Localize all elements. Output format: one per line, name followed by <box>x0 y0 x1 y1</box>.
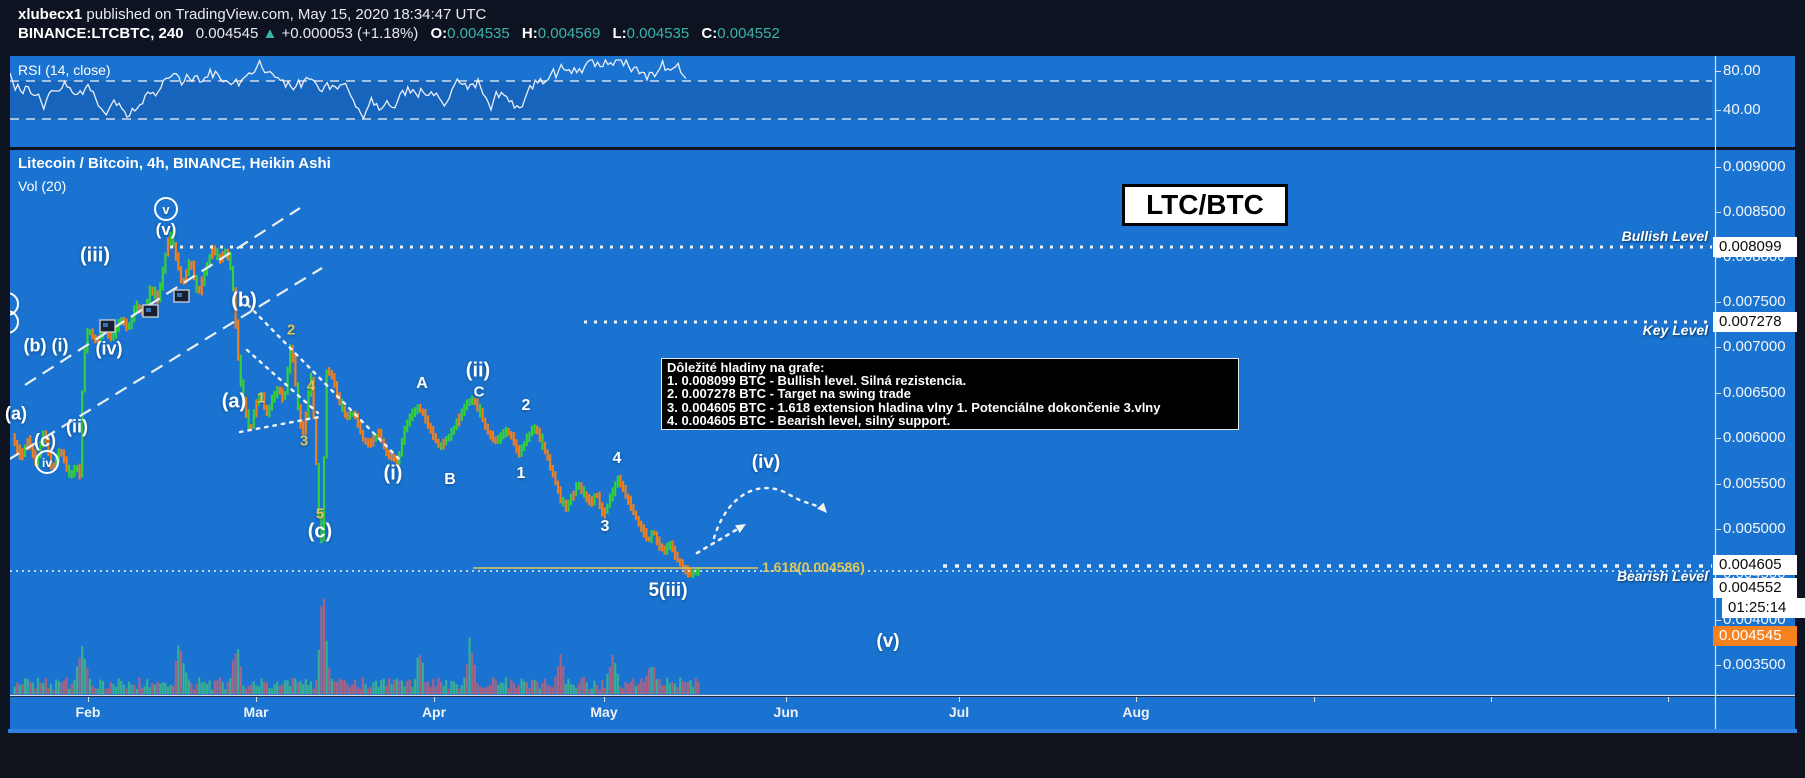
time-axis[interactable] <box>10 697 1795 729</box>
up-arrow-icon: ▲ <box>262 25 278 42</box>
rsi-pane[interactable] <box>10 56 1795 147</box>
note-line: 4. 0.004605 BTC - Bearish level, silný s… <box>667 412 951 428</box>
note-lines: Dôležité hladiny na grafe: 1. 0.008099 BT… <box>667 361 1233 427</box>
publish-info: published on TradingView.com, May 15, 20… <box>82 6 487 23</box>
rsi-legend[interactable]: RSI (14, close) <box>18 62 111 78</box>
svg-text:i: i <box>4 299 7 311</box>
price-change: +0.000053 (+1.18%) <box>281 25 419 42</box>
note-line: 3. 0.004605 BTC - 1.618 extension hladin… <box>667 399 1161 415</box>
footer: TradingView <box>0 733 1805 778</box>
symbol-watermark-label[interactable]: LTC/BTC <box>1122 184 1288 226</box>
last-price: 0.004545 <box>195 25 259 42</box>
close-label: C: <box>701 25 718 42</box>
note-line: 2. 0.007278 BTC - Target na swing trade <box>667 386 911 402</box>
note-line: 1. 0.008099 BTC - Bullish level. Silná r… <box>667 373 967 389</box>
note-line: Dôležité hladiny na grafe: <box>667 360 825 375</box>
open-value: 0.004535 <box>447 25 510 42</box>
low-value: 0.004535 <box>626 25 690 42</box>
open-label: O: <box>430 25 448 42</box>
symbol-ohlc-row: BINANCE:LTCBTC, 240 0.004545 ▲ +0.000053… <box>18 25 780 42</box>
symbol-legend[interactable]: Litecoin / Bitcoin, 4h, BINANCE, Heikin … <box>18 155 331 172</box>
symbol-interval[interactable]: BINANCE:LTCBTC, 240 <box>18 25 184 42</box>
high-label: H: <box>521 25 538 42</box>
author-name: xlubecx1 <box>18 6 83 23</box>
header: xlubecx1 published on TradingView.com, M… <box>0 0 1805 46</box>
svg-text:ii: ii <box>4 317 10 329</box>
levels-note-box[interactable]: Dôležité hladiny na grafe: 1. 0.008099 BT… <box>661 358 1239 431</box>
volume-legend[interactable]: Vol (20) <box>18 178 67 194</box>
high-value: 0.004569 <box>537 25 601 42</box>
close-value: 0.004552 <box>717 25 780 42</box>
footer-divider <box>8 729 1797 733</box>
low-label: L: <box>612 25 627 42</box>
publish-info-row: xlubecx1 published on TradingView.com, M… <box>18 6 486 23</box>
